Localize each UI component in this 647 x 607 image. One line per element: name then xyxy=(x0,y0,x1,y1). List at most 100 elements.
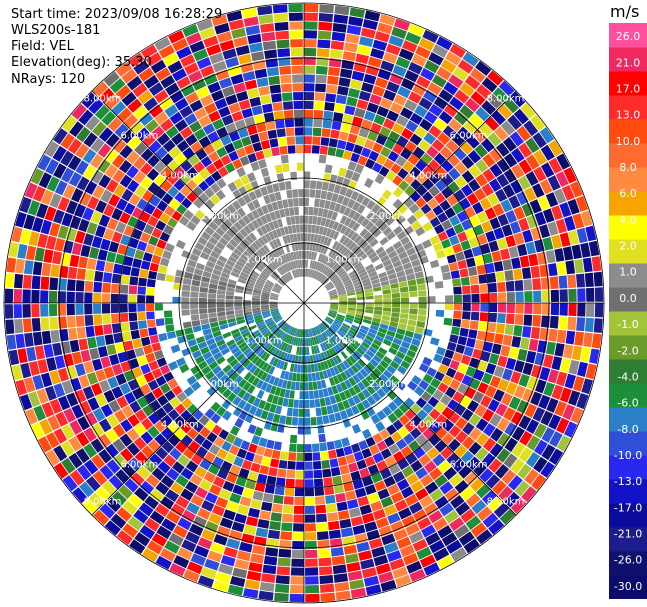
radar-gate xyxy=(340,381,348,391)
radar-gate xyxy=(167,434,180,447)
radar-gate xyxy=(194,433,206,446)
radar-gate xyxy=(437,231,449,242)
radar-gate xyxy=(368,150,380,162)
radar-gate xyxy=(332,475,343,486)
radar-gate xyxy=(41,189,54,205)
radar-gate xyxy=(523,120,539,137)
radar-gate xyxy=(449,43,466,59)
radar-gate xyxy=(351,244,360,253)
radar-gate xyxy=(334,5,350,16)
radar-gate xyxy=(342,177,351,188)
radar-gate xyxy=(161,518,177,532)
radar-gate xyxy=(368,224,378,235)
radar-gate xyxy=(186,502,200,515)
radar-gate xyxy=(568,390,581,406)
radar-gate xyxy=(284,181,292,190)
radar-gate xyxy=(311,337,316,346)
radar-gate xyxy=(93,509,110,526)
radar-gate xyxy=(126,349,137,360)
radar-gate xyxy=(318,21,333,31)
radar-gate xyxy=(339,298,348,301)
radar-gate xyxy=(98,127,114,142)
radar-gate xyxy=(363,73,377,85)
radar-gate xyxy=(203,471,216,484)
radar-gate xyxy=(351,70,365,82)
radar-gate xyxy=(470,477,485,492)
radar-gate xyxy=(510,411,524,426)
radar-gate xyxy=(170,344,181,354)
radar-gate xyxy=(15,258,25,274)
radar-gate xyxy=(319,371,325,380)
radar-gate xyxy=(155,555,172,570)
radar-gate xyxy=(248,244,257,254)
radar-gate xyxy=(585,363,597,380)
radar-gate xyxy=(74,389,87,404)
radar-gate xyxy=(304,197,310,207)
radar-gate xyxy=(410,460,423,473)
radar-gate xyxy=(450,326,461,336)
radar-gate xyxy=(140,260,151,270)
radar-gate xyxy=(353,281,362,287)
radar-gate xyxy=(46,176,60,192)
radar-gate xyxy=(338,77,351,87)
radar-gate xyxy=(304,12,318,21)
radar-gate xyxy=(540,410,554,426)
radar-gate xyxy=(137,286,146,295)
radar-gate xyxy=(91,423,105,438)
radar-gate xyxy=(391,307,401,313)
radar-gate xyxy=(153,174,166,187)
radar-gate xyxy=(346,314,355,319)
radar-gate xyxy=(89,347,100,360)
radar-gate xyxy=(198,414,210,426)
radar-gate xyxy=(215,241,226,251)
radar-gate xyxy=(277,256,284,265)
radar-gate xyxy=(410,427,422,440)
radar-gate xyxy=(336,194,345,204)
radar-gate xyxy=(265,383,273,393)
radar-gate xyxy=(279,415,287,425)
radar-gate xyxy=(247,125,258,136)
radar-gate xyxy=(387,412,398,424)
radar-gate xyxy=(285,244,291,253)
radar-gate xyxy=(243,524,257,536)
radar-gate xyxy=(180,422,192,434)
radar-gate xyxy=(225,307,234,312)
radar-gate xyxy=(293,206,299,216)
radar-gate xyxy=(305,558,318,567)
radar-gate xyxy=(363,284,373,290)
radar-gate xyxy=(370,214,380,224)
radar-gate xyxy=(66,291,75,303)
radar-gate xyxy=(365,65,380,77)
radar-gate xyxy=(195,262,205,271)
colorbar-tick-label: 10.0 xyxy=(616,135,641,148)
radar-gate xyxy=(401,465,415,478)
radar-gate xyxy=(498,486,514,502)
colorbar-tick-label: -2.0 xyxy=(617,344,638,357)
radar-gate xyxy=(309,260,313,269)
radar-gate xyxy=(376,154,387,166)
radar-gate xyxy=(238,274,248,281)
radar-gate xyxy=(379,126,391,138)
radar-gate xyxy=(400,360,411,370)
radar-gate xyxy=(27,200,40,216)
radar-gate xyxy=(219,488,232,500)
colorbar-segment xyxy=(609,527,647,552)
radar-gate xyxy=(553,188,567,204)
radar-gate xyxy=(556,261,567,276)
radar-gate xyxy=(68,327,78,341)
radar-gate xyxy=(433,353,444,364)
radar-gate xyxy=(446,254,457,264)
radar-gate xyxy=(534,211,547,226)
radar-gate xyxy=(317,325,323,333)
radar-gate xyxy=(365,436,376,448)
radar-gate xyxy=(278,278,286,286)
radar-gate xyxy=(151,125,165,140)
radar-gate xyxy=(537,195,550,211)
radar-gate xyxy=(57,196,70,212)
radar-gate xyxy=(343,207,352,217)
radar-gate xyxy=(322,119,333,129)
radar-gate xyxy=(252,292,261,297)
radar-gate xyxy=(441,219,453,231)
radar-gate xyxy=(337,244,345,253)
radar-gate xyxy=(392,471,406,483)
